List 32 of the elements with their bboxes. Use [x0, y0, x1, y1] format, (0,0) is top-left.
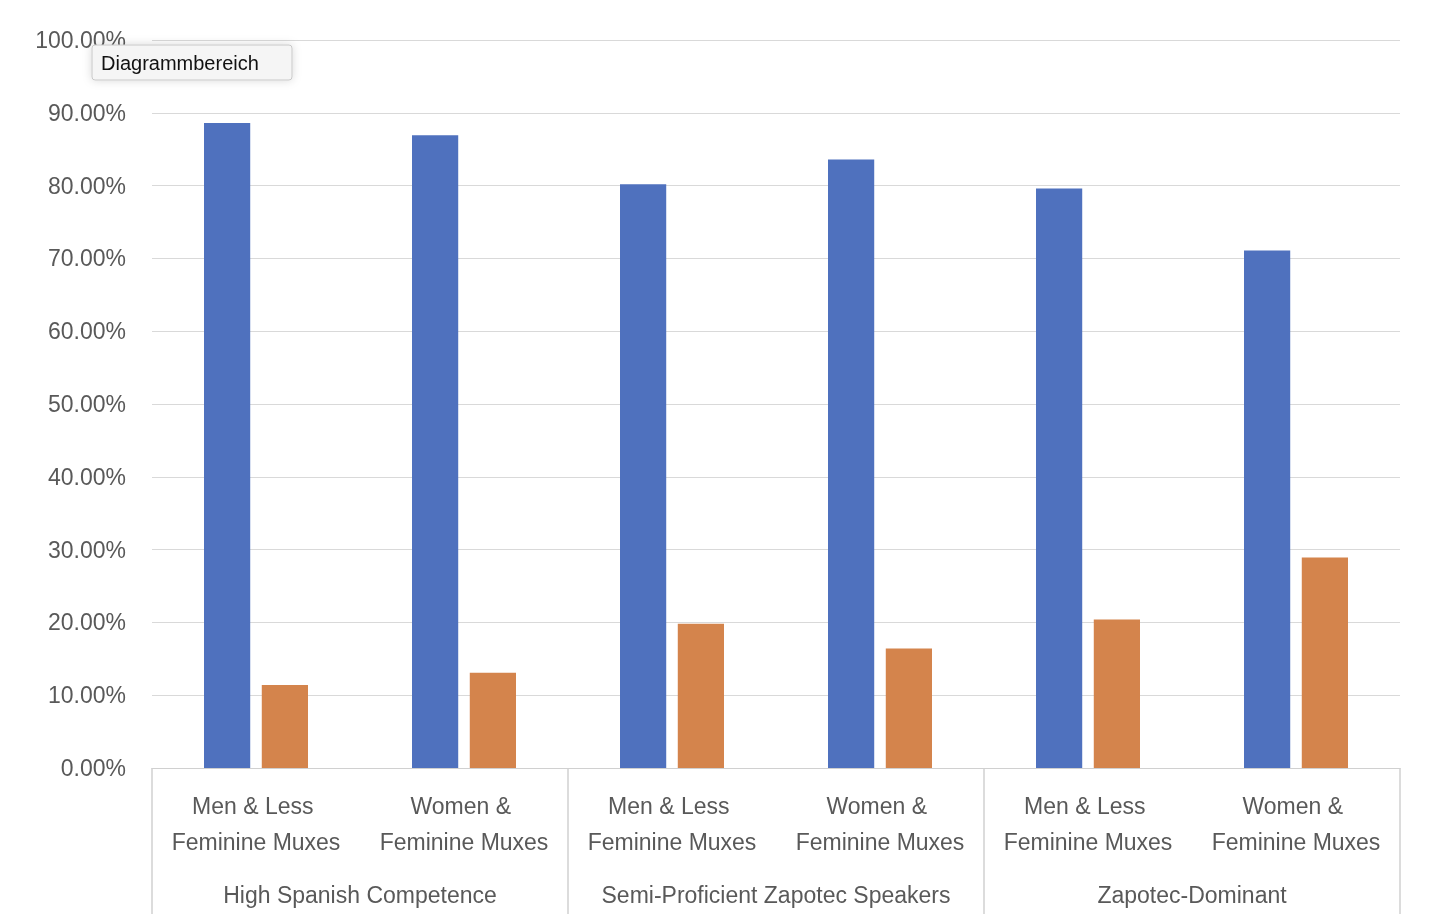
- y-tick-label: 40.00%: [47, 463, 126, 490]
- bar: [885, 648, 932, 768]
- bar: [1244, 250, 1291, 768]
- x-tick-label: Men & Less Feminine Muxes: [587, 793, 757, 855]
- x-tick-label: Men & Less Feminine Muxes: [171, 793, 341, 855]
- x-tick-label: Women & Feminine Muxes: [379, 793, 549, 855]
- text: Zapotec-Dominant: [1097, 882, 1288, 908]
- text: High Spanish Competence: [223, 882, 497, 908]
- bar: [469, 672, 516, 768]
- annotation: Diagrammbereich: [101, 52, 259, 74]
- bar: [204, 122, 251, 768]
- y-tick-label: 70.00%: [47, 245, 126, 272]
- y-tick-label: 30.00%: [47, 536, 126, 563]
- y-tick-label: 50.00%: [47, 391, 126, 417]
- text: Semi-Proficient Zapotec Speakers: [601, 882, 951, 908]
- x-tick-label: Women & Feminine Muxes: [795, 793, 965, 855]
- y-tick-label: 90.00%: [47, 99, 126, 126]
- bar: [1093, 619, 1140, 768]
- y-tick-label: 10.00%: [47, 682, 126, 709]
- bar: [1036, 188, 1083, 768]
- y-tick-label: 0.00%: [60, 755, 126, 781]
- bar: [677, 623, 724, 768]
- bar: [828, 159, 875, 768]
- y-tick-label: 80.00%: [47, 172, 126, 199]
- x-tick-label: Women & Feminine Muxes: [1211, 793, 1381, 855]
- bar: [412, 135, 459, 768]
- y-tick-label: 20.00%: [47, 609, 126, 636]
- y-tick-label: 60.00%: [47, 318, 126, 345]
- x-tick-label: Men & Less Feminine Muxes: [1003, 793, 1173, 855]
- bar: [261, 685, 308, 768]
- bar: [1301, 557, 1348, 768]
- bar: [620, 184, 667, 768]
